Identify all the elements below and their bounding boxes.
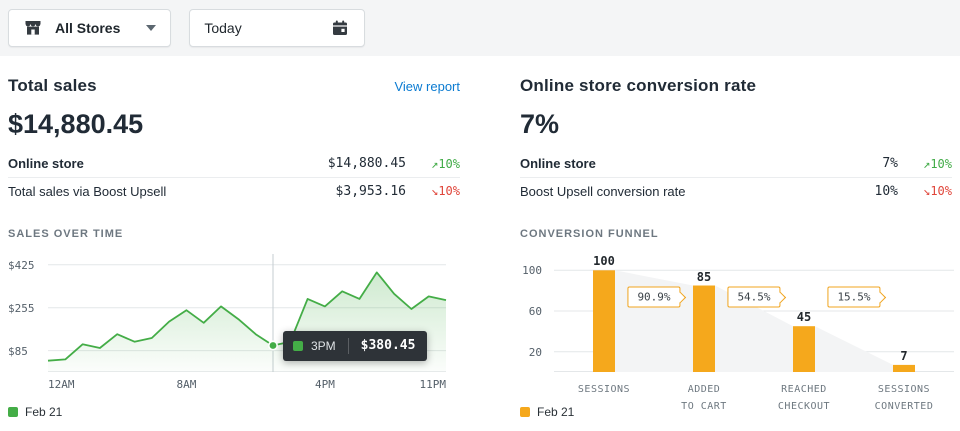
stat-change: 10% xyxy=(438,156,460,171)
funnel-category-label: REACHED CHECKOUT xyxy=(777,384,831,412)
conversion-rate-value: 7% xyxy=(520,109,560,139)
stat-row-online-store: Online store $14,880.45 ↗10% xyxy=(8,150,460,177)
total-sales-title: Total sales xyxy=(8,76,97,95)
view-report-link[interactable]: View report xyxy=(394,79,460,94)
funnel-category-label: SESSIONS CONVERTED xyxy=(874,384,934,412)
stat-label: Boost Upsell conversion rate xyxy=(520,183,686,199)
trend-arrow-icon: ↘ xyxy=(923,184,931,198)
y-axis-tick: $425 xyxy=(8,258,35,272)
stat-row-boost-upsell-sales: Total sales via Boost Upsell $3,953.16 ↘… xyxy=(8,177,460,204)
stat-value: $14,880.45 xyxy=(327,156,406,171)
y-axis-tick: 100 xyxy=(522,264,542,278)
funnel-category-label: SESSIONS xyxy=(577,384,631,395)
x-axis-tick: 12AM xyxy=(48,378,75,391)
tooltip-time: 3PM xyxy=(310,338,336,353)
store-filter-label: All Stores xyxy=(55,20,121,36)
calendar-icon xyxy=(333,20,348,35)
x-axis-tick: 11PM xyxy=(419,378,447,391)
y-axis-tick: $255 xyxy=(8,301,35,315)
stat-value: 7% xyxy=(882,156,898,171)
sales-chart-y-axis: $425 $255 $85 xyxy=(8,254,44,372)
y-axis-tick: $85 xyxy=(8,344,28,358)
stat-change: 10% xyxy=(930,184,952,198)
stat-row-boost-upsell-rate: Boost Upsell conversion rate 10% ↘10% xyxy=(520,177,952,204)
y-axis-tick: 60 xyxy=(528,304,542,318)
dashboard-body: Total sales View report $14,880.45 Onlin… xyxy=(0,56,960,431)
stat-delta: ↗10% xyxy=(898,157,952,171)
stat-delta: ↗10% xyxy=(406,157,460,171)
stat-row-online-store-rate: Online store 7% ↗10% xyxy=(520,150,952,177)
legend-label: Feb 21 xyxy=(537,405,575,419)
stat-delta: ↘10% xyxy=(898,184,952,198)
stat-label: Total sales via Boost Upsell xyxy=(8,183,167,199)
stat-delta: ↘10% xyxy=(406,184,460,198)
date-filter-label: Today xyxy=(204,20,242,36)
funnel-bar-chart[interactable] xyxy=(554,254,954,372)
legend-swatch xyxy=(520,407,530,417)
stat-change: 10% xyxy=(438,184,460,198)
chart-tooltip: 3PM $380.45 xyxy=(282,330,428,361)
legend-swatch xyxy=(8,407,18,417)
x-axis-tick: 4PM xyxy=(314,378,335,391)
stat-value: $3,953.16 xyxy=(335,183,406,199)
legend-label: Feb 21 xyxy=(25,405,63,419)
trend-arrow-icon: ↘ xyxy=(431,184,439,198)
conversion-funnel-chart[interactable]: 20 60 100 100 85 45 7 90.9% 54.5% 15.5% SESSIONS… xyxy=(520,254,954,424)
top-filter-bar: All Stores Today xyxy=(0,0,960,56)
conversion-rate-card: Online store conversion rate 7% Online s… xyxy=(480,56,960,431)
sales-stat-table: Online store $14,880.45 ↗10% Total sales… xyxy=(8,150,460,204)
tooltip-divider xyxy=(347,337,349,354)
store-icon xyxy=(25,21,41,35)
stat-label: Online store xyxy=(8,156,84,171)
trend-arrow-icon: ↗ xyxy=(431,156,439,171)
funnel-chart-y-axis: 20 60 100 xyxy=(520,254,548,372)
section-title-sales-over-time: SALES OVER TIME xyxy=(8,228,124,240)
sales-chart-x-axis: 12AM 8AM 4PM 11PM xyxy=(48,378,446,394)
sales-chart-legend: Feb 21 xyxy=(8,405,62,419)
conversion-stat-table: Online store 7% ↗10% Boost Upsell conver… xyxy=(520,150,952,204)
tooltip-series-swatch xyxy=(292,340,303,351)
total-sales-card: Total sales View report $14,880.45 Onlin… xyxy=(0,56,480,431)
section-title-conversion-funnel: CONVERSION FUNNEL xyxy=(520,228,659,240)
chevron-down-icon xyxy=(146,25,157,31)
funnel-chart-x-axis: SESSIONS ADDED TO CART REACHED CHECKOUT SESSI… xyxy=(554,380,954,420)
trend-arrow-icon: ↗ xyxy=(923,156,931,171)
stat-value: 10% xyxy=(874,183,898,199)
tooltip-value: $380.45 xyxy=(360,338,416,354)
funnel-chart-legend: Feb 21 xyxy=(520,405,574,419)
funnel-category-label: ADDED TO CART xyxy=(681,384,727,412)
y-axis-tick: 20 xyxy=(528,345,542,359)
stat-label: Online store xyxy=(520,156,596,171)
stat-change: 10% xyxy=(930,156,952,171)
conversion-rate-title: Online store conversion rate xyxy=(520,76,757,95)
date-filter-button[interactable]: Today xyxy=(189,9,366,47)
funnel-chart-plot[interactable] xyxy=(554,254,954,372)
total-sales-value: $14,880.45 xyxy=(8,109,144,139)
sales-over-time-chart[interactable]: $425 $255 $85 12AM 8AM 4PM 11PM 3PM $380.45 xyxy=(8,254,460,404)
store-filter-button[interactable]: All Stores xyxy=(8,9,172,47)
x-axis-tick: 8AM xyxy=(176,378,197,391)
